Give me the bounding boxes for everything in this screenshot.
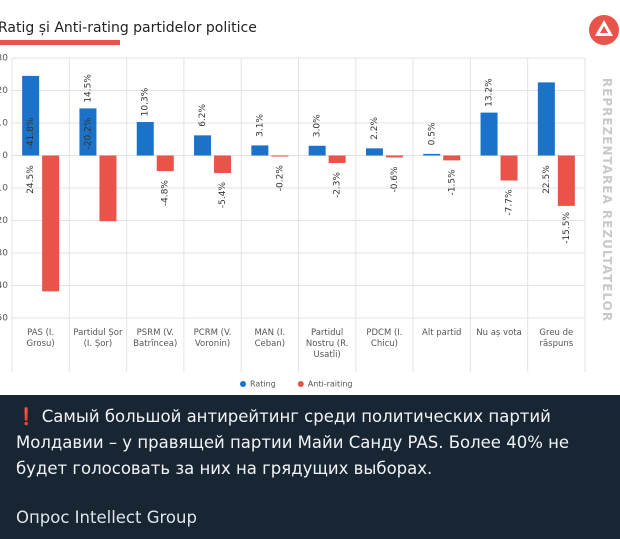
value-label: -4.8%	[161, 180, 171, 207]
value-label: 10.3%	[141, 87, 151, 116]
title-underline	[0, 40, 120, 45]
value-label: -2.3%	[333, 171, 343, 198]
bar	[328, 155, 346, 163]
post-source: Опрос Intellect Group	[16, 508, 197, 527]
value-label: -15.5%	[562, 212, 572, 244]
bar	[308, 145, 326, 156]
post-text: ❗ Самый большой антирейтинг среди полити…	[16, 407, 570, 478]
bar	[136, 122, 154, 156]
value-label: 3.1%	[255, 114, 265, 137]
bar	[557, 155, 575, 206]
y-tick-label: 30	[0, 54, 8, 64]
value-label: -41.8%	[26, 117, 36, 149]
value-label: -5.4%	[218, 182, 228, 209]
y-tick-label: 10	[0, 119, 8, 129]
x-tick-label: PSRM (V. Batrîncea)	[133, 328, 178, 349]
value-label: -0.6%	[390, 166, 400, 193]
value-label: 6.2%	[198, 103, 208, 126]
bar	[385, 155, 403, 158]
bar	[79, 108, 97, 156]
y-tick-label: 20	[0, 86, 8, 96]
value-label: 13.2%	[485, 78, 495, 107]
value-label: -7.7%	[505, 189, 515, 216]
legend-label: Anti-raiting	[308, 380, 353, 389]
bar	[214, 155, 232, 174]
watermark: REPREZENTAREA REZULTATELOR	[600, 77, 614, 323]
x-tick-label: Greu de răspuns	[539, 328, 574, 349]
value-label: 24.5%	[26, 165, 36, 194]
x-tick-label: PCRM (V. Voronin)	[193, 328, 232, 349]
legend-marker	[297, 381, 304, 387]
chart-panel: Ratig și Anti-rating partidelor politice…	[0, 0, 620, 395]
bar	[156, 155, 174, 172]
x-tick-label: Nu aș vota	[476, 328, 522, 338]
bar	[365, 148, 383, 156]
y-tick-label: -10	[0, 184, 8, 194]
bar	[443, 155, 461, 161]
value-label: 22.5%	[542, 165, 552, 194]
value-label: -0.2%	[275, 165, 285, 192]
value-label: 0.5%	[427, 122, 437, 145]
logo-icon	[595, 20, 613, 36]
bar	[251, 145, 269, 156]
bar	[500, 155, 518, 181]
x-tick-label: PAS (I. Grosu)	[26, 328, 55, 349]
bar	[480, 112, 498, 156]
bar	[537, 82, 555, 156]
legend-marker	[240, 381, 246, 387]
y-tick-label: -50	[0, 314, 8, 324]
chart: Ratig și Anti-rating partidelor politice…	[0, 15, 619, 389]
logo	[589, 15, 619, 45]
legend-label: Rating	[250, 380, 276, 389]
x-tick-label: MAN (I. Ceban)	[254, 328, 286, 349]
y-tick-label: -20	[0, 216, 8, 226]
bar	[423, 153, 441, 156]
value-label: -20.2%	[83, 117, 93, 149]
x-tick-label: PDCM (I. Chicu)	[366, 328, 403, 349]
value-label: -1.5%	[447, 169, 457, 196]
chart-title: Ratig și Anti-rating partidelor politice	[0, 20, 257, 36]
y-tick-label: 0	[2, 151, 8, 161]
y-tick-label: -40	[0, 281, 8, 291]
value-label: 14.5%	[83, 74, 93, 103]
bar	[271, 155, 289, 157]
bar	[194, 135, 212, 156]
x-tick-label: Partidul Nostru (R. Usatîi)	[305, 328, 349, 360]
x-tick-label: Alt partid	[422, 328, 462, 338]
bar	[42, 155, 60, 292]
bar	[99, 155, 117, 222]
x-tick-label: Partidul Șor (I. Șor)	[73, 328, 123, 349]
value-label: 3.0%	[313, 114, 323, 137]
y-tick-label: -30	[0, 249, 8, 259]
bar	[22, 75, 40, 156]
value-label: 2.2%	[370, 116, 380, 139]
